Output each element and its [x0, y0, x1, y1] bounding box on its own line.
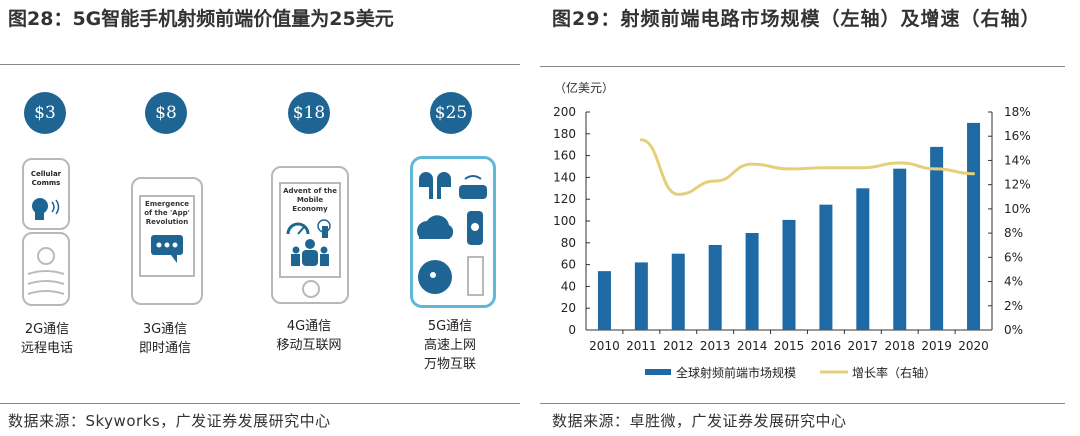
screen-4g: Advent of the Mobile Economy: [279, 182, 341, 278]
right-tick-label: 10%: [1004, 202, 1031, 216]
growth-point: [898, 161, 902, 165]
growth-rate-line: [640, 138, 974, 196]
left-tick-label: 120: [553, 192, 576, 206]
x-tick-label: 2011: [626, 339, 657, 353]
left-tick-label: 180: [553, 127, 576, 141]
x-tick-label: 2019: [921, 339, 952, 353]
x-tick-label: 2010: [589, 339, 620, 353]
growth-point: [972, 172, 976, 176]
keypad-icon: [27, 247, 65, 295]
source-note-right: 数据来源：卓胜微，广发证券发展研究中心: [552, 412, 847, 430]
generation-label-5g: 5G通信 高速上网 万物互联: [423, 319, 476, 372]
bar-2013: [708, 244, 722, 330]
title-divider-right: [540, 66, 1065, 67]
legend-bar-swatch: [645, 369, 671, 375]
right-tick-label: 2%: [1004, 299, 1023, 313]
x-tick-label: 2020: [958, 339, 989, 353]
bar-2020: [967, 122, 981, 331]
right-tick-label: 14%: [1004, 153, 1031, 167]
left-tick-label: 40: [561, 279, 576, 293]
left-tick-label: 160: [553, 149, 576, 163]
growth-point: [713, 179, 717, 183]
bar-2017: [856, 188, 870, 330]
bar-2012: [671, 253, 685, 330]
title-divider: [0, 64, 520, 65]
bar-2010: [597, 271, 611, 330]
home-button: [302, 280, 320, 298]
figure-29-title: 图29：射频前端电路市场规模（左轴）及增速（右轴）: [552, 8, 1041, 30]
screen-text-4g: Advent of the Mobile Economy: [283, 187, 337, 213]
5g-devices-panel: [410, 156, 496, 308]
bar-2016: [819, 204, 833, 330]
source-note-left: 数据来源：Skyworks，广发证券发展研究中心: [8, 412, 331, 430]
left-tick-label: 140: [553, 170, 576, 184]
price-badge-5g: $25: [430, 92, 472, 134]
left-tick-label: 80: [561, 236, 576, 250]
flip-phone-keypad: [22, 232, 70, 306]
growth-point: [935, 167, 939, 171]
growth-point: [639, 138, 643, 142]
generation-label-2g: 2G通信 远程电话: [20, 322, 73, 356]
right-tick-label: 4%: [1004, 275, 1023, 289]
left-tick-label: 0: [568, 323, 576, 337]
x-tick-label: 2016: [811, 339, 842, 353]
growth-point: [824, 166, 828, 170]
screen-text-3g: Emergence of the 'App' Revolution: [144, 200, 190, 226]
screen-text-2g: Cellular Comms: [30, 170, 62, 187]
left-tick-label: 60: [561, 258, 576, 272]
legend-bar-label: 全球射频前端市场规模: [676, 365, 796, 380]
price-badge-4g: $18: [288, 92, 330, 134]
generation-label-3g: 3G通信 即时通信: [138, 322, 191, 356]
x-tick-label: 2012: [663, 339, 694, 353]
source-divider-right: [540, 403, 1065, 404]
right-tick-label: 0%: [1004, 323, 1023, 337]
right-tick-label: 8%: [1004, 226, 1023, 240]
right-tick-label: 16%: [1004, 129, 1031, 143]
mobile-economy-icons: [286, 219, 331, 266]
x-tick-label: 2013: [700, 339, 731, 353]
x-tick-label: 2015: [774, 339, 805, 353]
growth-point: [750, 162, 754, 166]
growth-point: [787, 167, 791, 171]
flip-phone-top: Cellular Comms: [22, 158, 70, 230]
chat-bubble-icon: [151, 235, 183, 263]
legend-line-label: 增长率（右轴）: [852, 365, 936, 380]
left-tick-label: 100: [553, 214, 576, 228]
x-tick-label: 2018: [884, 339, 915, 353]
bar-2018: [893, 168, 907, 330]
left-tick-label: 200: [553, 105, 576, 119]
bar-2019: [930, 146, 944, 330]
x-tick-label: 2014: [737, 339, 768, 353]
generation-label-4g: 4G通信 移动互联网: [276, 319, 342, 353]
right-tick-label: 6%: [1004, 250, 1023, 264]
left-tick-label: 20: [561, 301, 576, 315]
smartphone-3g: Emergence of the 'App' Revolution: [131, 177, 203, 305]
screen-3g: Emergence of the 'App' Revolution: [139, 195, 195, 277]
figure-28-title: 图28：5G智能手机射频前端价值量为25美元: [8, 8, 394, 30]
speaking-head-icon: [32, 198, 60, 220]
source-divider-left: [0, 403, 520, 404]
bar-2015: [782, 219, 796, 330]
growth-point: [861, 166, 865, 170]
price-badge-2g: $3: [24, 92, 66, 134]
bar-2011: [634, 262, 648, 330]
market-size-chart: （亿美元） 0 20 40 60 80 100 120 140 160 180 200 0% 2% 4% 6%…: [553, 80, 1031, 380]
right-tick-label: 18%: [1004, 105, 1031, 119]
bar-2014: [745, 232, 759, 330]
unit-label: （亿美元）: [554, 80, 614, 95]
smartphone-4g: Advent of the Mobile Economy: [271, 166, 349, 304]
x-tick-label: 2017: [848, 339, 879, 353]
right-tick-label: 12%: [1004, 178, 1031, 192]
iot-devices-icons: [417, 172, 487, 296]
price-badge-3g: $8: [145, 92, 187, 134]
growth-point: [676, 192, 680, 196]
